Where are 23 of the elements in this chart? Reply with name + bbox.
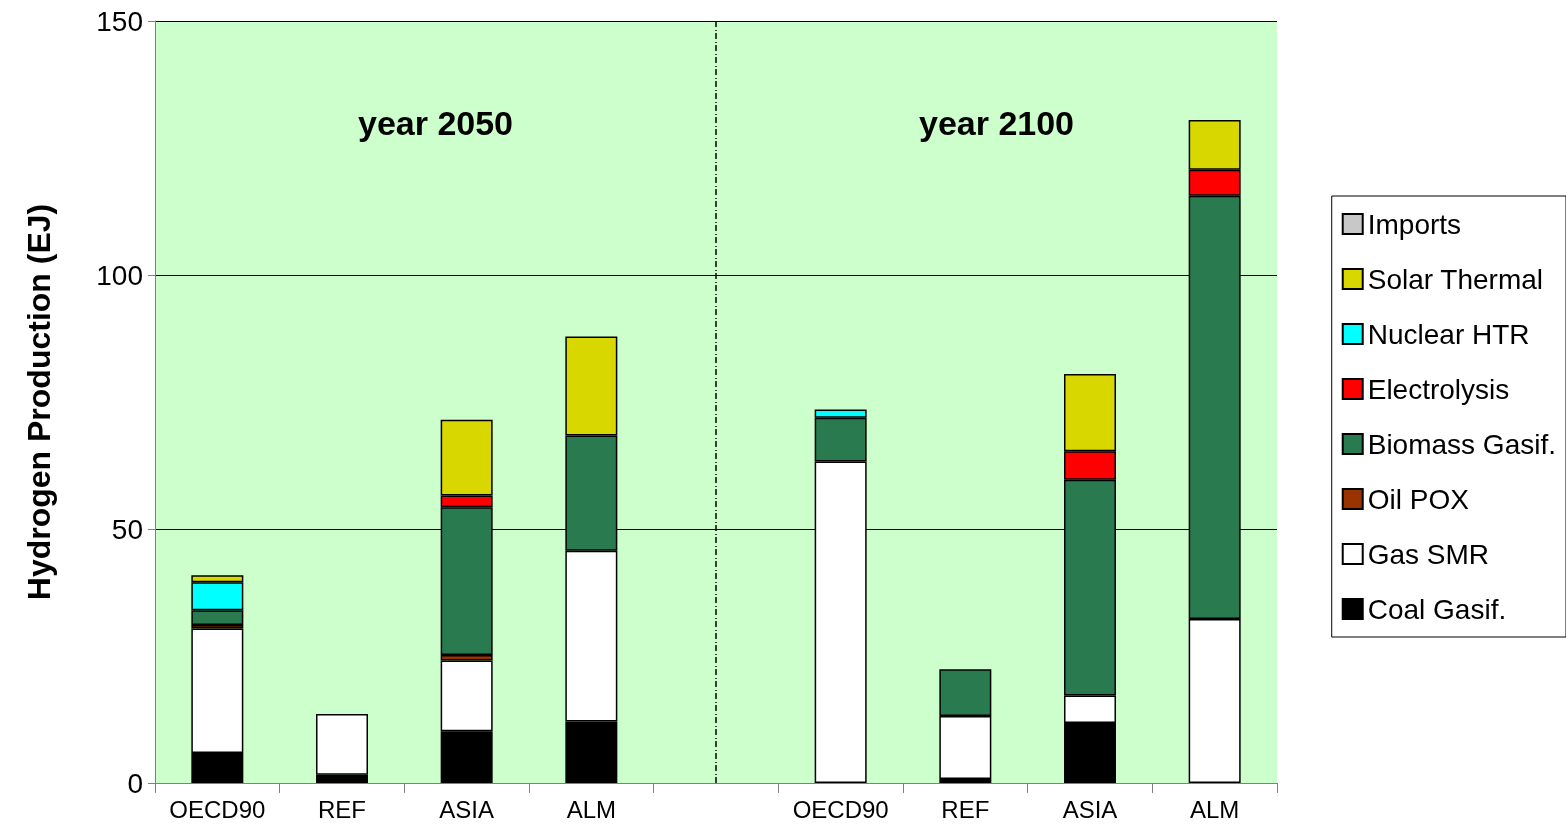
- x-tick-label: REF: [941, 795, 990, 823]
- y-tick-label: 0: [127, 767, 143, 799]
- y-axis-title: Hydrogen Production (EJ): [21, 203, 57, 601]
- x-tick-label: ASIA: [439, 795, 495, 823]
- legend-label: Gas SMR: [1367, 538, 1490, 570]
- x-tick-label: ASIA: [1062, 795, 1118, 823]
- annotation: year 2050: [357, 104, 514, 142]
- y-tick-label: 100: [96, 259, 143, 291]
- x-tick-label: OECD90: [792, 795, 889, 823]
- x-tick-label: ALM: [1189, 795, 1240, 823]
- legend-label: Solar Thermal: [1367, 263, 1544, 295]
- x-tick-label: ALM: [566, 795, 617, 823]
- x-tick-label: OECD90: [169, 795, 266, 823]
- legend-label: Nuclear HTR: [1367, 318, 1530, 350]
- legend-label: Biomass Gasif.: [1367, 428, 1557, 460]
- legend-label: Coal Gasif.: [1367, 593, 1507, 625]
- annotation: year 2100: [918, 104, 1075, 142]
- legend-label: Electrolysis: [1367, 373, 1510, 405]
- x-tick-label: REF: [318, 795, 366, 823]
- y-tick-label: 50: [111, 513, 143, 545]
- y-tick-label: 150: [96, 5, 143, 37]
- legend-label: Oil POX: [1367, 483, 1470, 515]
- legend-label: Imports: [1367, 208, 1462, 240]
